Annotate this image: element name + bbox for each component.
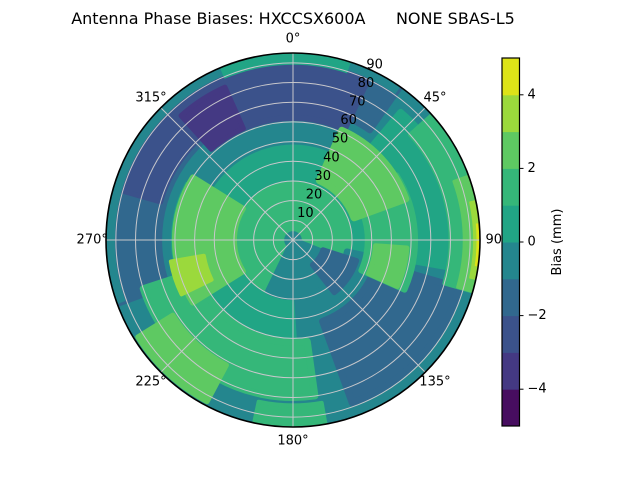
colorbar-tick-label-0: 0 — [528, 235, 536, 250]
polar-grid-group — [106, 53, 480, 427]
radial-tick-label-60: 60 — [340, 113, 357, 128]
radial-tick-label-90: 90 — [366, 57, 383, 72]
colorbar-tick-label--4: −4 — [528, 382, 547, 397]
contour-northwest-purple-core — [178, 84, 246, 152]
grid-spoke-45 — [292, 107, 426, 241]
colorbar-band-2 — [502, 315, 520, 353]
chart-title: Antenna Phase Biases: HXCCSX600A NONE SB… — [71, 9, 515, 28]
contour-top-rim — [219, 53, 351, 79]
colorbar-band-3 — [502, 278, 520, 317]
radial-tick-label-50: 50 — [332, 132, 349, 147]
contour-southeast-dark-band — [319, 260, 464, 407]
plot-outline — [105, 52, 481, 428]
contour-west-yellowgreen-sliver — [168, 253, 214, 297]
angle-tick-label-180: 180° — [277, 433, 308, 448]
colorbar-band-0 — [502, 389, 520, 427]
contour-northeast-lightgreen-crescent — [315, 126, 410, 222]
angle-tick-label-270: 270° — [77, 233, 108, 248]
grid-spoke-135 — [292, 239, 426, 373]
angle-tick-labels: 0° 45° 90 135° 180° 225° 270° 315° — [77, 32, 502, 449]
angle-tick-label-90: 90 — [486, 233, 503, 248]
angle-tick-label-225: 225° — [135, 374, 166, 389]
radial-tick-label-80: 80 — [358, 76, 375, 91]
colorbar-tick-label-2: 2 — [528, 161, 536, 176]
radial-tick-label-30: 30 — [314, 169, 331, 184]
colorbar-band-9 — [502, 58, 520, 96]
colorbar-band-8 — [502, 94, 520, 133]
radial-tick-label-10: 10 — [297, 206, 314, 221]
angle-tick-label-135: 135° — [419, 374, 450, 389]
colorbar-band-4 — [502, 242, 520, 280]
grid-spoke-225 — [160, 239, 294, 373]
radial-tick-label-20: 20 — [306, 187, 323, 202]
contour-north-rim-restore — [106, 53, 401, 304]
colorbar-tick-label-4: 4 — [528, 87, 536, 102]
colorbar-axis-label: Bias (mm) — [550, 209, 565, 276]
radial-tick-label-70: 70 — [349, 95, 366, 110]
contour-south-rim-green — [252, 399, 328, 427]
colorbar-band-6 — [502, 168, 520, 206]
radial-tick-label-40: 40 — [323, 150, 340, 165]
grid-spoke-315 — [160, 107, 294, 241]
colorbar-band-7 — [502, 131, 520, 169]
angle-tick-label-45: 45° — [423, 91, 446, 106]
colorbar-band-1 — [502, 352, 520, 390]
colorbar-tick-label--2: −2 — [528, 308, 547, 323]
colorbar: 4 2 0 −2 −4 — [501, 57, 547, 427]
angle-tick-label-315: 315° — [135, 91, 166, 106]
contour-southwest-rim-lightgreen — [135, 312, 229, 405]
angle-tick-label-0: 0° — [286, 32, 301, 47]
radial-tick-labels: 10 20 30 40 50 60 70 80 90 — [297, 57, 383, 220]
contour-center-southeast-core — [309, 247, 360, 296]
colorbar-band-5 — [502, 205, 520, 243]
